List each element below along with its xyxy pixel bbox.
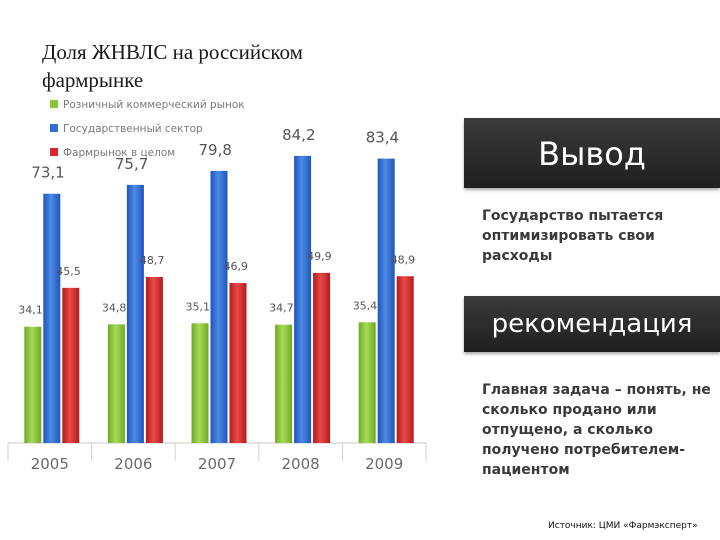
conclusion-heading: Вывод	[464, 118, 720, 188]
source-note: Источник: ЦМИ «Фармэксперт»	[548, 521, 698, 531]
bar-retail	[24, 326, 42, 443]
bar-retail	[275, 324, 293, 443]
legend-label: Розничный коммерческий рынок	[63, 99, 245, 111]
x-tick-label: 2006	[114, 455, 152, 473]
bar-state	[294, 155, 312, 443]
data-label: 79,8	[199, 141, 232, 159]
recommendation-text: Главная задача – понять, не сколько прод…	[482, 382, 711, 478]
bar-state	[43, 193, 61, 443]
legend-swatch	[50, 100, 58, 108]
recommendation-heading: рекомендация	[464, 296, 720, 352]
data-label: 84,2	[282, 126, 315, 144]
data-label: 45,5	[56, 265, 81, 278]
bar-total	[396, 276, 414, 443]
data-label: 35,4	[353, 299, 378, 312]
data-label: 75,7	[115, 155, 148, 173]
bar-retail	[191, 323, 209, 443]
x-tick-label: 2007	[198, 455, 236, 473]
legend-swatch	[50, 148, 58, 156]
slide-title: Доля ЖНВЛС на российском фармрынке	[42, 40, 303, 92]
legend-label: Фармрынок в целом	[63, 147, 175, 159]
data-label: 46,9	[224, 260, 249, 273]
data-label: 49,9	[307, 250, 332, 263]
data-label: 34,8	[102, 301, 127, 314]
bar-retail	[107, 324, 125, 443]
bar-total	[229, 283, 247, 443]
x-tick-label: 2009	[365, 455, 403, 473]
data-label: 34,7	[269, 302, 294, 315]
conclusion-text: Государство пытается оптимизировать свои…	[482, 208, 664, 264]
bar-total	[313, 272, 331, 443]
data-label: 34,1	[18, 304, 43, 317]
data-label: 83,4	[366, 129, 399, 147]
bar-state	[210, 170, 228, 443]
x-tick-label: 2008	[282, 455, 320, 473]
bar-total	[62, 287, 80, 443]
data-label: 35,1	[186, 300, 211, 313]
bar-total	[145, 276, 163, 443]
legend-swatch	[50, 124, 58, 132]
data-label: 73,1	[31, 164, 64, 182]
legend-label: Государственный сектор	[63, 123, 203, 135]
data-label: 48,7	[140, 254, 165, 267]
bar-retail	[358, 322, 376, 443]
data-label: 48,9	[391, 253, 416, 266]
bar-chart: 34,1 73,1 45,5 34,8 75,7 48,7 35,1 79,8 46,9 34,7…	[7, 99, 427, 473]
bar-state	[126, 184, 144, 443]
x-tick-label: 2005	[31, 455, 69, 473]
bar-state	[377, 158, 395, 443]
